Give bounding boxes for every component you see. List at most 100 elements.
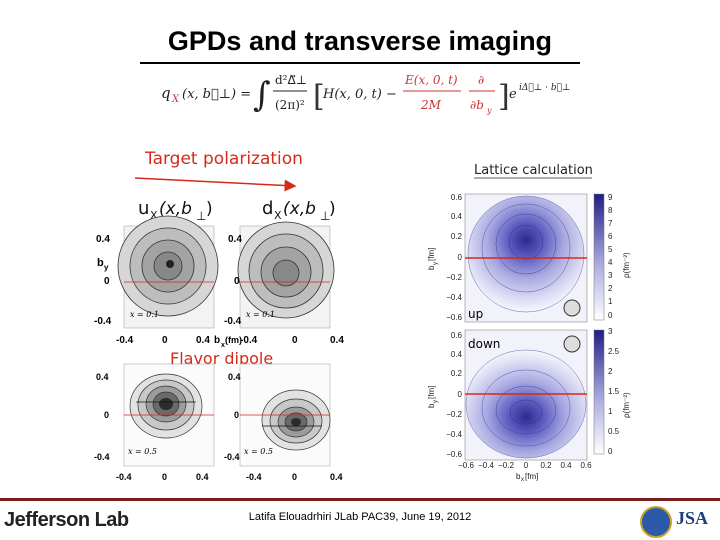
up-y-sub: y	[433, 262, 439, 265]
u-label: u	[138, 198, 149, 219]
formula-svg: q X (x, b⃗⊥) = ∫ d²Δ⃗⊥ (2π)² [ H(x, 0, t…	[161, 73, 570, 115]
tr-xtick-m: 0	[292, 335, 298, 346]
rho-label-down: ρ(fm⁻²)	[622, 392, 631, 418]
xtick-0: −0.6	[458, 461, 474, 470]
down-y-sub: y	[433, 400, 439, 403]
bl-xtick-m: 0	[162, 472, 167, 482]
down-ytick-1: 0.4	[451, 350, 463, 359]
d-args: (x,b	[283, 199, 316, 219]
cbar-down-1: 2.5	[608, 347, 620, 356]
bl-xtick-l: -0.4	[116, 472, 132, 482]
cbar-down-5: 0.5	[608, 427, 620, 436]
down-y-axis: b	[427, 403, 436, 408]
cbar-up-3: 6	[608, 232, 613, 241]
down-ytick-0: 0.6	[451, 331, 463, 340]
up-lattice-plot: up	[464, 193, 588, 323]
x-axis-unit: [fm]	[525, 472, 538, 481]
formula-lhs: q	[161, 84, 171, 102]
formula-h-term: H(x, 0, t) −	[322, 87, 397, 102]
formula-exp-pow: iΔ⃗⊥ · b⃗⊥	[519, 83, 570, 93]
title-underline	[140, 62, 580, 64]
formula-lhs-sub: X	[171, 94, 180, 105]
up-y-axis: b	[427, 265, 436, 270]
cbar-up-8: 1	[608, 297, 613, 306]
x-axis-sub: x	[521, 477, 524, 483]
bl-ytick-top: 0.4	[96, 372, 109, 382]
doe-seal-icon	[640, 506, 672, 538]
tr-ytick-bot: -0.4	[224, 316, 242, 327]
svg-text:]: ]	[498, 79, 510, 114]
up-ytick-5: −0.4	[446, 293, 462, 302]
down-colorbar	[593, 329, 605, 455]
br-ytick-mid: 0	[234, 410, 239, 420]
tl-ytick-top: 0.4	[96, 234, 110, 245]
tl-xtick-r: 0.4	[196, 335, 210, 346]
jefferson-lab-logo: Jefferson Lab	[4, 509, 129, 531]
flavor-panel-svg: Target polarization u X (x,b ⊥ ) d X (x,…	[94, 149, 344, 482]
down-label: down	[468, 337, 500, 351]
cbar-up-9: 0	[608, 311, 613, 320]
formula-lhs-args: (x, b⃗⊥) =	[182, 87, 251, 102]
up-ytick-1: 0.4	[451, 212, 463, 221]
bx-unit: (fm)	[225, 335, 242, 345]
target-polarization-label: Target polarization	[144, 149, 303, 169]
u-dipole-x-label: x = 0.5	[128, 447, 157, 456]
by-label: b	[97, 257, 104, 269]
down-ytick-2: 0.2	[451, 369, 463, 378]
xtick-5: 0.4	[560, 461, 572, 470]
down-ytick-3: 0	[458, 390, 463, 399]
up-colorbar	[593, 193, 605, 321]
flavor-dipole-label: Flavor dipole	[170, 349, 273, 368]
xtick-6: 0.6	[580, 461, 592, 470]
rho-label-up: ρ(fm⁻²)	[622, 252, 631, 278]
gpd-formula: q X (x, b⃗⊥) = ∫ d²Δ⃗⊥ (2π)² [ H(x, 0, t…	[155, 66, 595, 122]
formula-num: d²Δ⃗⊥	[275, 73, 307, 87]
tl-ytick-mid: 0	[104, 276, 110, 287]
tl-xtick-m: 0	[162, 335, 168, 346]
up-label: up	[468, 307, 483, 321]
x-axis-label: b	[516, 472, 521, 481]
u-sub: X	[150, 209, 158, 222]
tr-ytick-mid: 0	[234, 276, 240, 287]
bx-label: b	[214, 335, 220, 346]
by-sub: y	[104, 263, 109, 272]
footer-rule	[0, 498, 720, 501]
d-x-label: x = 0.1	[246, 310, 275, 319]
xtick-3: 0	[524, 461, 529, 470]
down-y-unit: [fm]	[427, 386, 436, 399]
d-contour-plot: x = 0.1	[237, 221, 335, 329]
bl-ytick-mid: 0	[104, 410, 109, 420]
slide-title: GPDs and transverse imaging	[167, 26, 553, 56]
formula-e-num: E(x, 0, t)	[404, 73, 458, 87]
up-ytick-2: 0.2	[451, 232, 463, 241]
u-dipole-plot: x = 0.5	[123, 363, 215, 467]
bl-ytick-bot: -0.4	[94, 452, 110, 462]
tl-xtick-l: -0.4	[116, 335, 134, 346]
up-ytick-4: −0.2	[446, 273, 462, 282]
cbar-down-2: 2	[608, 367, 613, 376]
up-ytick-0: 0.6	[451, 193, 463, 202]
formula-exp-base: e	[509, 87, 517, 102]
svg-text:[: [	[313, 79, 325, 114]
cbar-up-7: 2	[608, 284, 613, 293]
down-lattice-plot: down	[464, 329, 588, 461]
d-perp: ⊥	[320, 209, 330, 223]
cbar-down-3: 1.5	[608, 387, 620, 396]
formula-d-num: ∂	[478, 73, 484, 87]
u-args: (x,b	[159, 199, 192, 219]
flavor-panel: Target polarization u X (x,b ⊥ ) d X (x,…	[90, 140, 370, 490]
br-xtick-r: 0.4	[330, 472, 343, 482]
footer-text: Latifa Elouadrhiri JLab PAC39, June 19, …	[248, 511, 472, 523]
lattice-panel: Lattice calculation up down 0.6	[420, 158, 640, 484]
formula-e-den: 2M	[420, 98, 442, 112]
cbar-up-6: 3	[608, 271, 613, 280]
d-sub: X	[274, 209, 282, 222]
cbar-down-0: 3	[608, 327, 613, 336]
lattice-panel-svg: Lattice calculation up down 0.6	[427, 163, 631, 483]
tr-xtick-r: 0.4	[330, 335, 344, 346]
br-ytick-bot: -0.4	[224, 452, 240, 462]
up-ytick-3: 0	[458, 253, 463, 262]
formula-d-den-sub: y	[486, 106, 492, 115]
tr-ytick-top: 0.4	[228, 234, 242, 245]
up-y-unit: [fm]	[427, 248, 436, 261]
